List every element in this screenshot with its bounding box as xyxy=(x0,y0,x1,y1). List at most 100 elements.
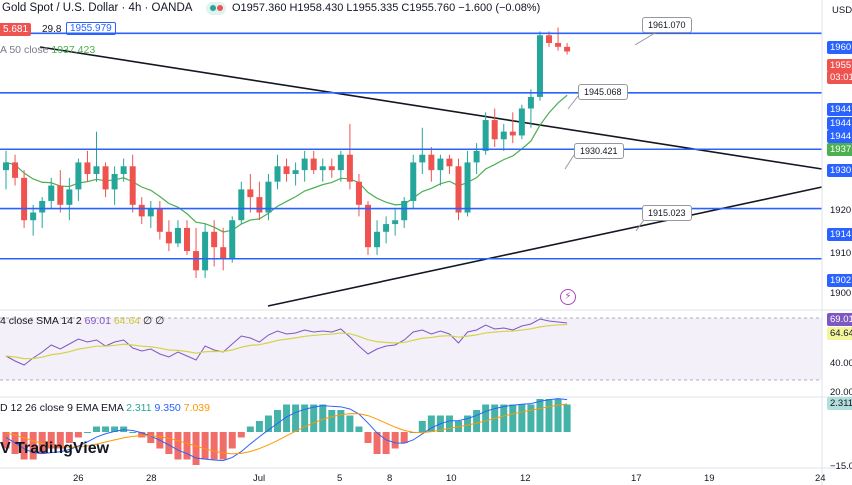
candle-body-25 xyxy=(229,220,236,259)
callout-1961[interactable]: 1961.070 xyxy=(642,17,692,33)
rsi-axis-sma: 64.64 xyxy=(827,327,852,340)
macd-bar-13 xyxy=(120,426,128,432)
axis-tick-1910: 1910.0 xyxy=(830,248,852,259)
axis-level-1944a: 1944. xyxy=(827,103,852,116)
rsi-sma-value: 64.64 xyxy=(113,315,141,327)
macd-bar-34 xyxy=(310,404,318,432)
macd-signal-line xyxy=(5,403,568,455)
rsi-label: 4 close SMA 14 2 69.01 64.64 ∅ ∅ xyxy=(0,315,164,327)
macd-bar-38 xyxy=(346,415,354,432)
candle-body-51 xyxy=(464,162,471,213)
macd-bar-2 xyxy=(20,432,28,460)
axis-level-1944b: 1944. xyxy=(827,117,852,130)
candle-body-0 xyxy=(3,162,9,171)
axis-level-1960: 1960. xyxy=(827,41,852,54)
candle-body-46 xyxy=(419,154,426,163)
ma-value: 1937.423 xyxy=(51,44,96,56)
candle-body-53 xyxy=(482,120,489,151)
macd-bar-40 xyxy=(364,432,372,443)
candle-body-19 xyxy=(174,227,181,244)
macd-bar-49 xyxy=(445,415,453,432)
macd-bar-29 xyxy=(264,415,272,432)
candle-body-40 xyxy=(365,204,371,248)
macd-bar-42 xyxy=(382,432,390,454)
candle-body-55 xyxy=(500,131,507,140)
x-tick-3: 5 xyxy=(337,473,343,484)
candle-body-37 xyxy=(337,154,344,171)
buy-price-badge[interactable]: 1955.979 xyxy=(66,22,116,35)
macd-axis-tick: −15.00 xyxy=(830,461,852,472)
macd-bar-19 xyxy=(174,432,182,460)
callout-1915[interactable]: 1915.023 xyxy=(642,205,692,221)
candle-body-12 xyxy=(111,173,118,190)
macd-bar-53 xyxy=(482,404,490,432)
macd-bar-3 xyxy=(29,432,37,460)
macd-pane xyxy=(2,398,571,465)
candle-body-47 xyxy=(428,154,435,171)
rsi-value: 69.01 xyxy=(84,315,111,327)
macd-bar-21 xyxy=(192,432,200,465)
x-tick-0: 26 xyxy=(73,473,84,484)
rsi-name: 4 close SMA 14 2 xyxy=(0,315,82,327)
macd-bar-20 xyxy=(183,432,191,460)
candle-body-61 xyxy=(555,42,562,47)
tradingview-logo[interactable]: V TradingView xyxy=(0,440,109,458)
candle-body-11 xyxy=(102,166,109,190)
candle-body-57 xyxy=(518,108,525,136)
currency-label: USD xyxy=(832,5,852,16)
axis-level-1944c: 1944. xyxy=(827,130,852,143)
sell-price-badge[interactable]: 5.681 xyxy=(0,23,32,36)
candle-body-41 xyxy=(374,231,381,248)
macd-bar-32 xyxy=(292,404,300,432)
macd-bar-16 xyxy=(147,432,155,443)
callout-1930[interactable]: 1930.421 xyxy=(574,143,624,159)
candle-body-36 xyxy=(328,166,335,171)
candle-body-59 xyxy=(536,35,543,97)
spread-value: 29.8 xyxy=(42,24,62,35)
macd-bar-57 xyxy=(518,404,526,432)
macd-bar-33 xyxy=(301,404,309,432)
moving-average-layer xyxy=(5,94,568,233)
x-tick-6: 12 xyxy=(520,473,531,484)
candle-body-34 xyxy=(310,158,317,171)
candle-body-44 xyxy=(401,200,408,221)
candle-body-32 xyxy=(292,170,299,174)
axis-level-1902: 1902. xyxy=(827,274,852,287)
axis-level-1930: 1930. xyxy=(827,164,852,177)
macd-bar-47 xyxy=(427,415,435,432)
macd-signal-value: 7.039 xyxy=(183,402,210,414)
candle-body-22 xyxy=(202,231,209,271)
ma-50-line xyxy=(5,94,568,233)
eye-toggle-icon[interactable] xyxy=(206,2,226,15)
candle-body-54 xyxy=(491,120,498,140)
macd-bar-7 xyxy=(65,432,73,443)
ohlc-readout: O1957.360 H1958.430 L1955.335 C1955.760 … xyxy=(232,2,541,14)
axis-tick-1900: 1900.0 xyxy=(830,288,852,299)
candle-body-17 xyxy=(156,208,163,232)
x-tick-8: 19 xyxy=(704,473,715,484)
candle-body-20 xyxy=(184,227,190,252)
candle-body-62 xyxy=(564,46,571,52)
candle-body-16 xyxy=(147,208,154,217)
rsi-pane xyxy=(0,317,822,381)
callout-1945[interactable]: 1945.068 xyxy=(578,84,628,100)
candle-body-43 xyxy=(392,220,399,225)
ma-label: A 50 close 1937.423 xyxy=(0,44,95,56)
macd-hist-value: 2.311 xyxy=(126,402,152,414)
candle-body-9 xyxy=(84,162,91,174)
rsi-axis-tick-40: 40.00 xyxy=(830,358,852,369)
macd-bar-37 xyxy=(337,410,345,432)
candle-body-50 xyxy=(455,166,462,213)
lightning-event-icon[interactable]: ⚡ xyxy=(560,289,576,305)
macd-bar-9 xyxy=(83,432,91,433)
candle-body-29 xyxy=(265,181,272,213)
macd-bar-24 xyxy=(219,432,227,460)
macd-bar-15 xyxy=(138,432,146,438)
candles xyxy=(3,27,571,279)
candle-body-10 xyxy=(93,166,100,174)
macd-bar-44 xyxy=(400,432,408,443)
macd-value: 9.350 xyxy=(154,402,181,414)
candle-body-14 xyxy=(129,166,136,205)
